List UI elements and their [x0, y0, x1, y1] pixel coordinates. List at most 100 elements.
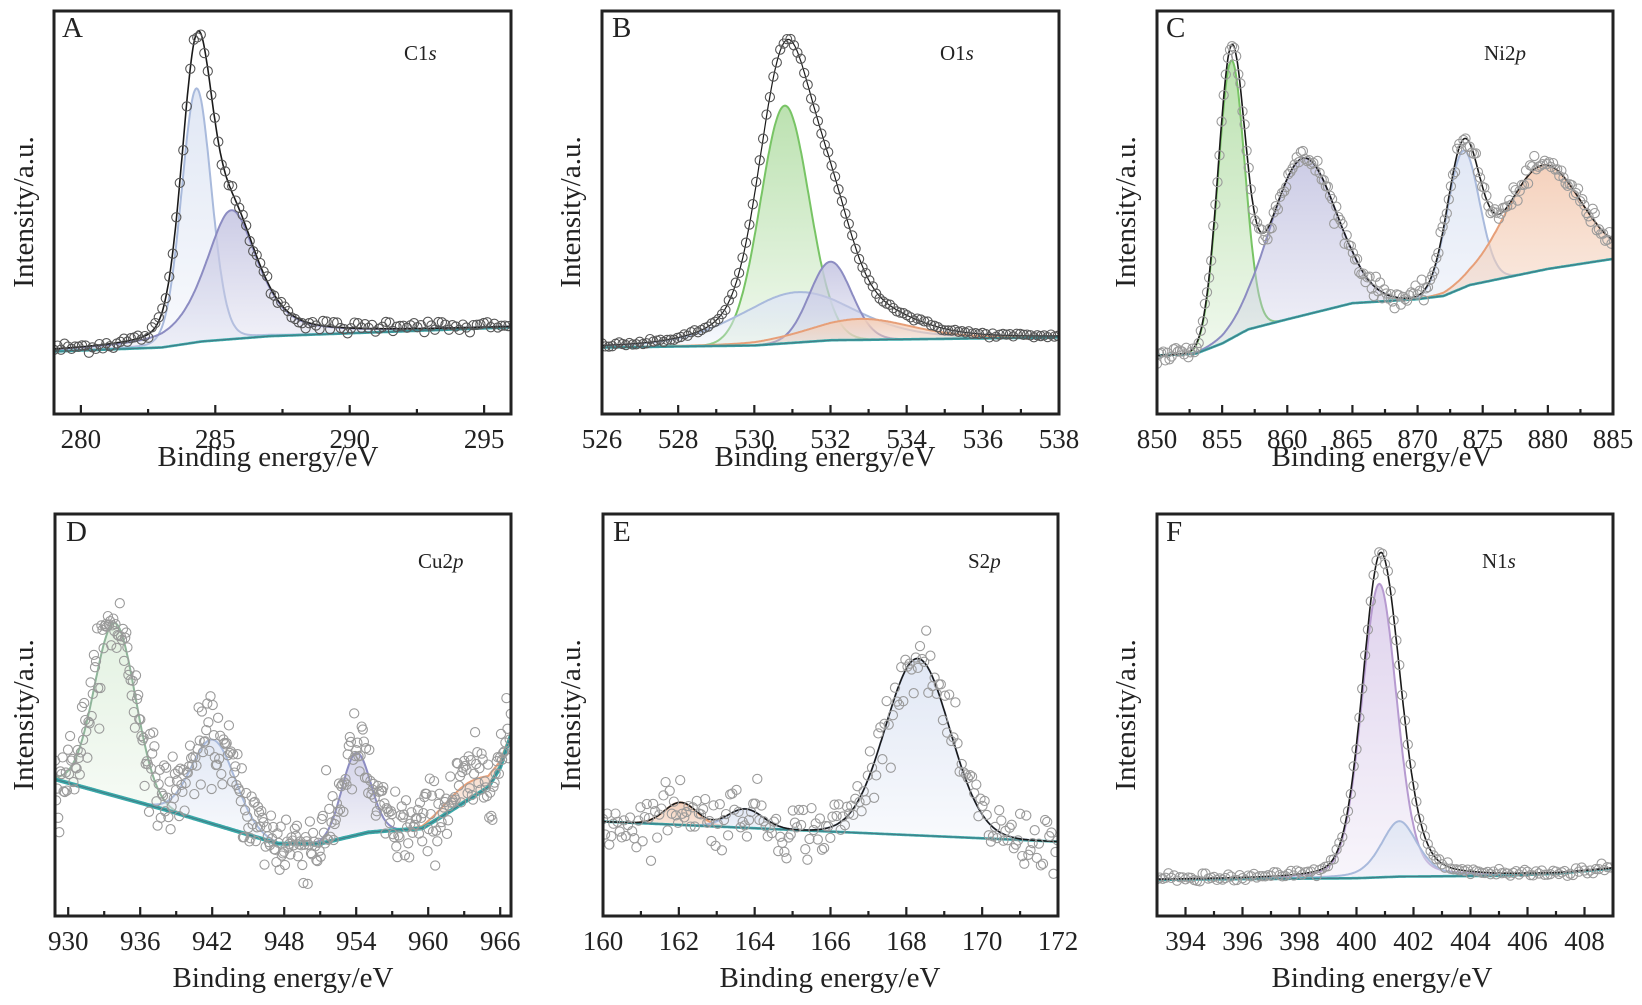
data-point	[102, 610, 114, 622]
x-tick-label-f: 400	[1336, 926, 1377, 956]
data-point	[265, 810, 277, 821]
data-point	[731, 784, 742, 796]
data-point	[73, 752, 84, 764]
data-point	[313, 837, 324, 848]
baseline-core-f	[1157, 868, 1613, 881]
data-point	[885, 762, 896, 773]
plot-area-b	[602, 33, 1059, 352]
x-tick-label-f: 408	[1564, 926, 1605, 956]
data-point	[307, 827, 319, 839]
data-point	[85, 677, 96, 688]
element-label-d: Cu2p	[418, 549, 464, 573]
data-point	[691, 795, 702, 807]
data-point	[679, 812, 690, 823]
data-point	[1337, 218, 1348, 230]
data-point	[1385, 586, 1396, 597]
data-point	[108, 613, 119, 624]
data-point	[485, 787, 496, 798]
data-point	[1266, 222, 1277, 234]
data-point	[1302, 866, 1314, 877]
data-point	[1522, 866, 1533, 877]
x-tick-label-d: 930	[48, 926, 89, 956]
data-point	[127, 675, 138, 687]
data-point	[634, 336, 645, 347]
data-point	[417, 836, 428, 847]
data-point	[1226, 41, 1238, 52]
panel-letter-d: D	[66, 516, 87, 548]
data-point	[967, 328, 978, 339]
data-point	[1414, 813, 1425, 824]
data-point	[891, 696, 903, 707]
data-point	[1429, 266, 1440, 277]
data-point	[1193, 337, 1204, 349]
data-point	[660, 776, 671, 788]
x-tick-label-b: 534	[886, 424, 927, 454]
data-point	[848, 809, 859, 821]
data-point	[433, 798, 444, 810]
data-point	[654, 809, 665, 820]
data-point	[1311, 870, 1322, 882]
element-label-b: O1s	[940, 41, 974, 65]
data-point	[1208, 220, 1219, 232]
data-point	[1354, 712, 1365, 723]
data-point	[111, 642, 122, 654]
x-tick-label-a: 290	[329, 424, 370, 454]
data-point	[349, 708, 360, 719]
data-point	[396, 801, 407, 812]
data-point	[469, 727, 481, 738]
x-tick-label-a: 285	[195, 424, 236, 454]
x-tick-label-d: 960	[408, 926, 449, 956]
data-point	[482, 759, 494, 770]
data-point	[631, 842, 642, 853]
data-point	[66, 343, 77, 355]
x-tick-label-f: 398	[1279, 926, 1320, 956]
data-point	[1042, 331, 1053, 343]
data-point	[153, 312, 164, 323]
data-point	[201, 724, 212, 736]
data-point	[1212, 176, 1223, 188]
data-point	[829, 171, 841, 182]
data-point	[299, 839, 310, 850]
data-point	[1239, 119, 1250, 130]
data-point	[1399, 715, 1411, 726]
data-point	[239, 805, 251, 816]
data-point	[971, 779, 982, 790]
data-point	[174, 810, 185, 822]
data-point	[82, 752, 93, 763]
data-point	[192, 32, 203, 43]
data-point	[809, 103, 820, 114]
data-point	[307, 316, 318, 328]
data-point	[670, 810, 682, 821]
data-point	[182, 767, 193, 779]
data-point	[167, 248, 178, 259]
data-point	[151, 796, 162, 807]
data-point	[1605, 862, 1613, 873]
data-point	[1456, 863, 1468, 875]
data-point	[1414, 285, 1425, 296]
data-point	[390, 786, 401, 797]
data-point	[1508, 867, 1519, 879]
data-point	[862, 770, 873, 781]
x-tick-label-c: 880	[1528, 424, 1569, 454]
data-point	[441, 828, 453, 840]
data-point	[317, 810, 328, 822]
data-point	[202, 66, 213, 77]
element-label-e: S2p	[968, 549, 1001, 573]
data-point	[181, 767, 192, 778]
data-point	[606, 831, 617, 842]
data-point	[740, 237, 752, 248]
data-point	[682, 330, 693, 341]
data-point	[216, 768, 227, 780]
data-point	[1348, 761, 1359, 772]
data-point	[56, 768, 67, 780]
data-point	[1512, 195, 1523, 206]
data-point	[802, 854, 813, 865]
data-point	[1466, 147, 1477, 158]
data-point	[1021, 329, 1033, 340]
y-axis-title-f: Intensity/a.u.	[1110, 639, 1142, 790]
data-point	[199, 736, 211, 747]
data-point	[1050, 846, 1058, 858]
data-point	[1493, 213, 1505, 224]
data-point	[289, 823, 300, 834]
data-point	[627, 826, 638, 837]
